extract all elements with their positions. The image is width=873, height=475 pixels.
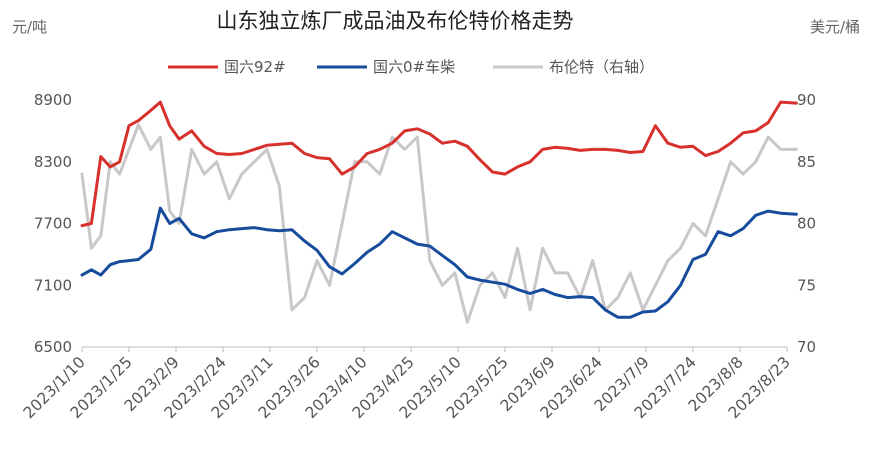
y-right-tick-label: 85 xyxy=(797,153,816,171)
y-left-tick-label: 8300 xyxy=(34,153,72,171)
y-left-tick-label: 6500 xyxy=(34,338,72,356)
legend-label-brent: 布伦特（右轴） xyxy=(549,58,654,76)
series-lines xyxy=(80,100,798,324)
series-line-brent xyxy=(80,123,798,324)
y-right-tick-label: 90 xyxy=(797,91,816,109)
legend-label-diesel: 国六0#车柴 xyxy=(373,58,455,76)
legend-label-gasoline: 国六92# xyxy=(224,58,286,76)
y-right-tick-label: 75 xyxy=(797,276,816,294)
legend: 国六92# 国六0#车柴 布伦特（右轴） xyxy=(168,58,654,76)
y-left-tick-label: 7700 xyxy=(34,215,72,233)
left-axis-unit: 元/吨 xyxy=(12,18,47,36)
y-left-tick-label: 7100 xyxy=(34,276,72,294)
y-left-tick-label: 8900 xyxy=(34,91,72,109)
series-line-gasoline xyxy=(80,100,798,228)
y-right-tick-label: 80 xyxy=(797,215,816,233)
chart-title: 山东独立炼厂成品油及布伦特价格走势 xyxy=(217,9,574,33)
right-axis-unit: 美元/桶 xyxy=(810,18,860,36)
y-right-tick-label: 70 xyxy=(797,338,816,356)
series-line-diesel xyxy=(80,206,798,319)
